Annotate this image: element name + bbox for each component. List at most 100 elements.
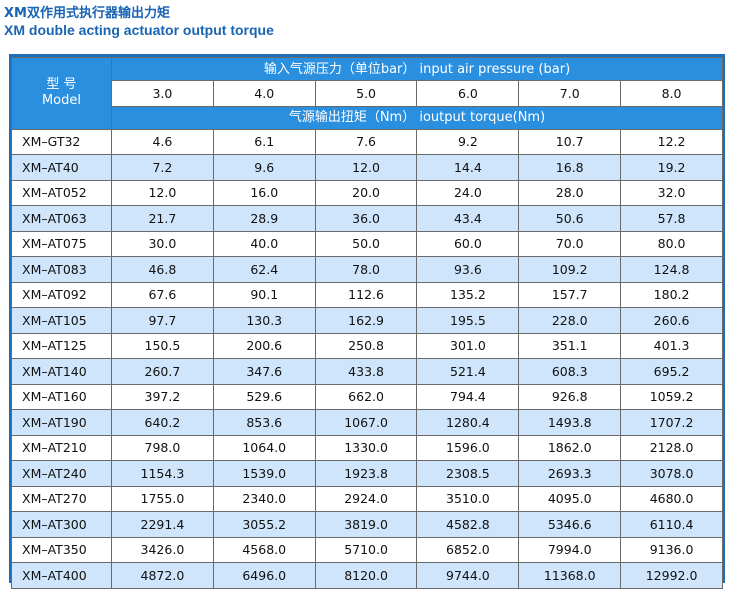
table-row: XM–AT160 397.2 529.6 662.0 794.4 926.8 1059.2 — [11, 383, 723, 410]
torque-cell: 1064.0 — [212, 434, 316, 461]
table-row: XM–AT063 21.7 28.9 36.0 43.4 50.6 57.8 — [11, 205, 723, 232]
torque-cell: 1059.2 — [620, 383, 723, 410]
torque-cell: 3426.0 — [111, 536, 214, 563]
torque-cell: 1923.8 — [314, 460, 418, 487]
table-row: XM–AT190 640.2 853.6 1067.0 1280.4 1493.8 1707… — [11, 409, 723, 436]
model-cell: XM–AT210 — [11, 434, 112, 461]
table-row: XM–AT350 3426.0 4568.0 5710.0 6852.0 7994.0 91… — [11, 536, 723, 563]
torque-cell: 853.6 — [212, 409, 316, 436]
torque-cell: 6852.0 — [416, 536, 520, 563]
torque-cell: 50.0 — [314, 230, 418, 257]
torque-header: 气源输出扭矩（Nm） ioutput torque(Nm) — [111, 105, 723, 130]
torque-cell: 347.6 — [212, 358, 316, 385]
table-row: XM–AT240 1154.3 1539.0 1923.8 2308.5 2693.3 30… — [11, 460, 723, 487]
torque-cell: 16.0 — [212, 179, 316, 206]
torque-cell: 200.6 — [212, 332, 316, 359]
torque-cell: 12.0 — [111, 179, 214, 206]
pressure-value-5: 8.0 — [620, 80, 723, 107]
torque-cell: 60.0 — [416, 230, 520, 257]
torque-cell: 28.9 — [212, 205, 316, 232]
pressure-value-2: 5.0 — [314, 80, 418, 107]
table-row: XM–AT105 97.7 130.3 162.9 195.5 228.0 260.6 — [11, 307, 723, 334]
table-row: XM–AT075 30.0 40.0 50.0 60.0 70.0 80.0 — [11, 230, 723, 257]
torque-cell: 301.0 — [416, 332, 520, 359]
torque-cell: 1596.0 — [416, 434, 520, 461]
torque-cell: 80.0 — [620, 230, 723, 257]
table-row: XM–AT125 150.5 200.6 250.8 301.0 351.1 401.3 — [11, 332, 723, 359]
torque-cell: 157.7 — [518, 281, 622, 308]
torque-cell: 662.0 — [314, 383, 418, 410]
model-cell: XM–AT083 — [11, 256, 112, 283]
torque-cell: 7994.0 — [518, 536, 622, 563]
torque-cell: 180.2 — [620, 281, 723, 308]
torque-cell: 228.0 — [518, 307, 622, 334]
torque-cell: 6110.4 — [620, 511, 723, 538]
torque-cell: 5710.0 — [314, 536, 418, 563]
model-cell: XM–AT190 — [11, 409, 112, 436]
table-row: XM–AT140 260.7 347.6 433.8 521.4 608.3 695.2 — [11, 358, 723, 385]
torque-cell: 109.2 — [518, 256, 622, 283]
torque-cell: 1707.2 — [620, 409, 723, 436]
torque-cell: 250.8 — [314, 332, 418, 359]
model-cell: XM–AT140 — [11, 358, 112, 385]
table-row: XM–AT052 12.0 16.0 20.0 24.0 28.0 32.0 — [11, 179, 723, 206]
torque-cell: 135.2 — [416, 281, 520, 308]
torque-cell: 16.8 — [518, 154, 622, 181]
torque-cell: 2308.5 — [416, 460, 520, 487]
torque-cell: 46.8 — [111, 256, 214, 283]
torque-table: 型 号 Model 输入气源压力（单位bar） input air pressu… — [11, 57, 723, 589]
model-cell: XM–AT350 — [11, 536, 112, 563]
torque-cell: 36.0 — [314, 205, 418, 232]
torque-cell: 3055.2 — [212, 511, 316, 538]
torque-cell: 6.1 — [212, 128, 316, 155]
torque-cell: 1539.0 — [212, 460, 316, 487]
pressure-header: 输入气源压力（单位bar） input air pressure (bar) — [111, 57, 723, 81]
model-cell: XM–AT40 — [11, 154, 112, 181]
torque-cell: 9.6 — [212, 154, 316, 181]
torque-cell: 9136.0 — [620, 536, 723, 563]
model-header-cn: 型 号 — [46, 77, 77, 93]
torque-cell: 640.2 — [111, 409, 214, 436]
torque-cell: 926.8 — [518, 383, 622, 410]
model-cell: XM–AT052 — [11, 179, 112, 206]
torque-cell: 608.3 — [518, 358, 622, 385]
torque-cell: 1755.0 — [111, 485, 214, 512]
torque-cell: 20.0 — [314, 179, 418, 206]
torque-cell: 3078.0 — [620, 460, 723, 487]
torque-cell: 4.6 — [111, 128, 214, 155]
torque-cell: 3819.0 — [314, 511, 418, 538]
torque-cell: 1154.3 — [111, 460, 214, 487]
torque-cell: 150.5 — [111, 332, 214, 359]
torque-cell: 4872.0 — [111, 562, 214, 589]
torque-cell: 433.8 — [314, 358, 418, 385]
torque-cell: 97.7 — [111, 307, 214, 334]
pressure-value-4: 7.0 — [518, 80, 622, 107]
torque-cell: 4568.0 — [212, 536, 316, 563]
torque-cell: 6496.0 — [212, 562, 316, 589]
torque-cell: 90.1 — [212, 281, 316, 308]
torque-cell: 529.6 — [212, 383, 316, 410]
model-cell: XM–AT125 — [11, 332, 112, 359]
torque-cell: 12.0 — [314, 154, 418, 181]
torque-cell: 2128.0 — [620, 434, 723, 461]
torque-cell: 1862.0 — [518, 434, 622, 461]
torque-cell: 195.5 — [416, 307, 520, 334]
torque-cell: 19.2 — [620, 154, 723, 181]
torque-cell: 5346.6 — [518, 511, 622, 538]
torque-cell: 798.0 — [111, 434, 214, 461]
torque-cell: 8120.0 — [314, 562, 418, 589]
table-row: XM–AT40 7.2 9.6 12.0 14.4 16.8 19.2 — [11, 154, 723, 181]
torque-cell: 4095.0 — [518, 485, 622, 512]
torque-cell: 10.7 — [518, 128, 622, 155]
page-title-en: XM double acting actuator output torque — [4, 22, 274, 38]
torque-cell: 93.6 — [416, 256, 520, 283]
table-row: XM–GT32 4.6 6.1 7.6 9.2 10.7 12.2 — [11, 128, 723, 155]
torque-cell: 50.6 — [518, 205, 622, 232]
torque-cell: 2291.4 — [111, 511, 214, 538]
torque-cell: 78.0 — [314, 256, 418, 283]
torque-cell: 40.0 — [212, 230, 316, 257]
model-cell: XM–AT105 — [11, 307, 112, 334]
table-row: XM–AT210 798.0 1064.0 1330.0 1596.0 1862.0 212… — [11, 434, 723, 461]
torque-cell: 4680.0 — [620, 485, 723, 512]
torque-cell: 695.2 — [620, 358, 723, 385]
